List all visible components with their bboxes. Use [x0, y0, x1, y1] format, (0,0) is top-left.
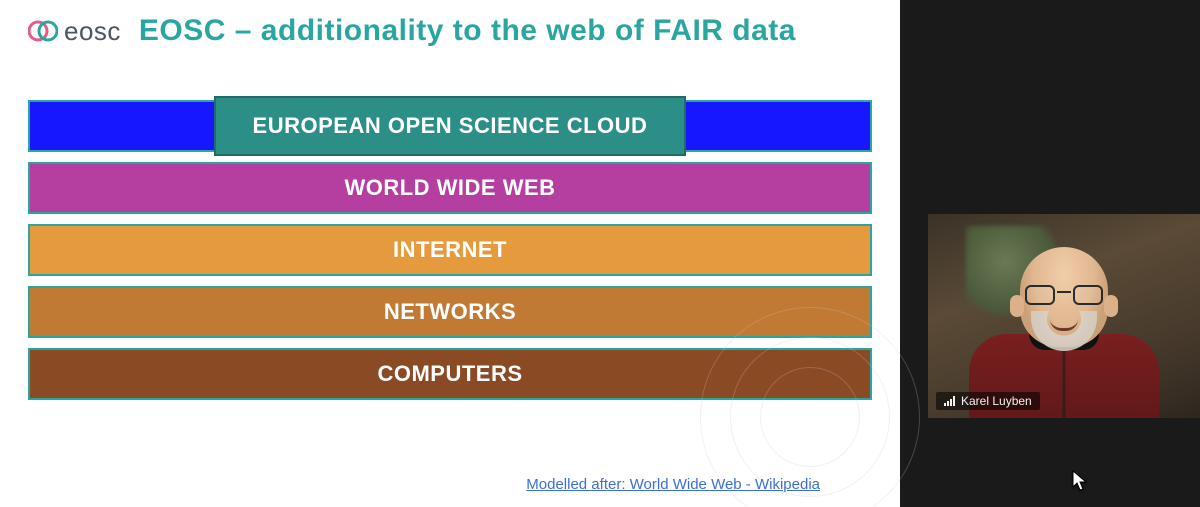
mouse-cursor-icon: [1072, 470, 1088, 492]
layer-label: COMPUTERS: [377, 361, 522, 387]
eosc-logo: eosc: [28, 16, 121, 47]
layer-inset: EUROPEAN OPEN SCIENCE CLOUD: [214, 96, 687, 156]
slide-header: eosc EOSC – additionality to the web of …: [28, 14, 872, 48]
speaker-head: [1020, 247, 1108, 347]
stack-layer: WORLD WIDE WEB: [28, 162, 872, 214]
presentation-slide: eosc EOSC – additionality to the web of …: [0, 0, 900, 507]
eosc-logo-mark-icon: [28, 18, 58, 44]
stack-layer: EUROPEAN OPEN SCIENCE CLOUD: [28, 100, 872, 152]
layer-label: EUROPEAN OPEN SCIENCE CLOUD: [253, 113, 648, 139]
slide-title: EOSC – additionality to the web of FAIR …: [139, 14, 796, 48]
speaker-webcam-tile[interactable]: Karel Luyben: [928, 214, 1200, 418]
meeting-background: eosc EOSC – additionality to the web of …: [0, 0, 1200, 507]
stack-layer: NETWORKS: [28, 286, 872, 338]
layer-label: INTERNET: [393, 237, 507, 263]
layer-bar: NETWORKS: [28, 286, 872, 338]
layer-label: WORLD WIDE WEB: [344, 175, 555, 201]
layer-stack-diagram: EUROPEAN OPEN SCIENCE CLOUD WORLD WIDE WE…: [28, 100, 872, 400]
stack-layer: INTERNET: [28, 224, 872, 276]
layer-bar: INTERNET: [28, 224, 872, 276]
attribution-link[interactable]: Modelled after: World Wide Web - Wikiped…: [526, 476, 820, 493]
signal-icon: [944, 396, 955, 406]
speaker-name: Karel Luyben: [961, 394, 1032, 408]
stack-layer: COMPUTERS: [28, 348, 872, 400]
layer-bar: WORLD WIDE WEB: [28, 162, 872, 214]
eosc-logo-text: eosc: [64, 16, 121, 47]
speaker-name-tag: Karel Luyben: [936, 392, 1040, 410]
layer-label: NETWORKS: [384, 299, 516, 325]
layer-bar: COMPUTERS: [28, 348, 872, 400]
